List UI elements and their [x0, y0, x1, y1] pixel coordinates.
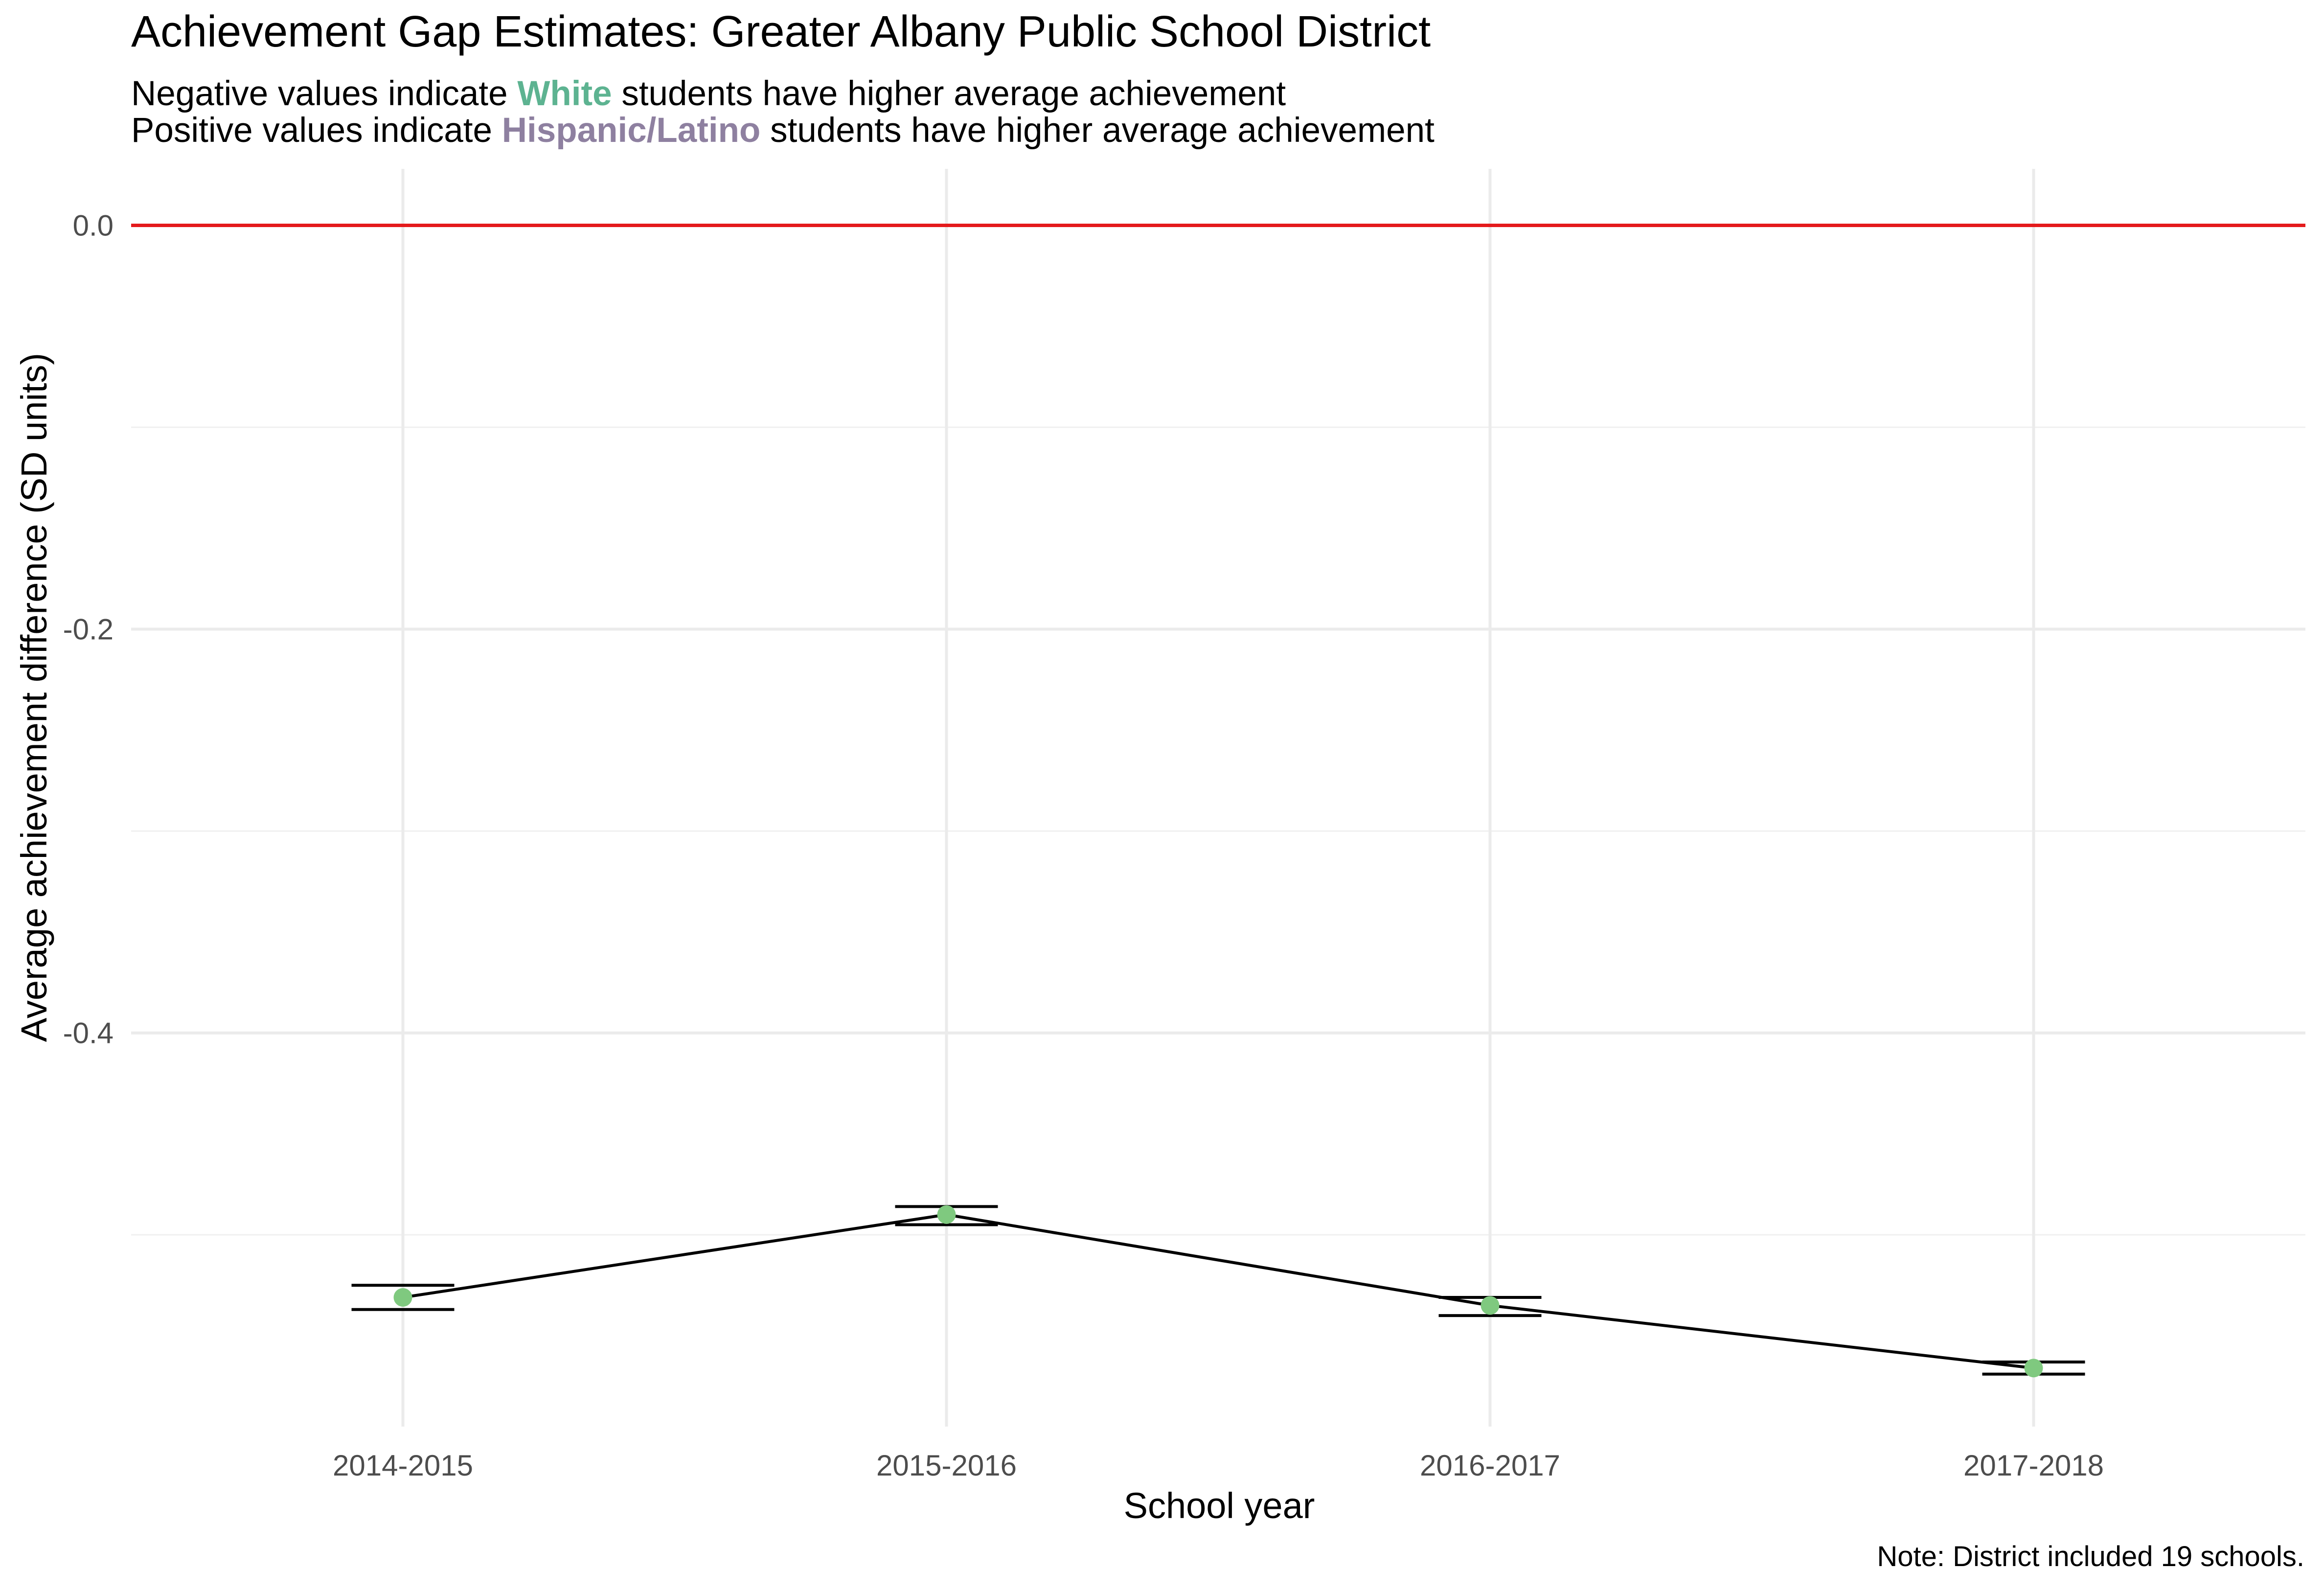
subtitle-line-2: Positive values indicate Hispanic/Latino… [131, 111, 1435, 150]
x-axis-title: School year [1124, 1485, 1315, 1526]
data-point [2024, 1359, 2043, 1378]
y-tick-label: 0.0 [73, 209, 114, 242]
subtitle-line-1: Negative values indicate White students … [131, 74, 1286, 113]
chart-title: Achievement Gap Estimates: Greater Alban… [131, 7, 1431, 56]
subtitle-highlight: White [517, 74, 612, 113]
series-line [403, 1213, 2034, 1370]
data-point [937, 1205, 956, 1224]
x-tick-label: 2017-2018 [1963, 1449, 2104, 1482]
data-point [1481, 1296, 1500, 1315]
x-tick-label: 2016-2017 [1420, 1449, 1560, 1482]
x-tick-label: 2014-2015 [333, 1449, 473, 1482]
axis-layer: 0.0 -0.2 -0.4 2014-2015 2015-2016 2016-2017 20… [63, 209, 2104, 1482]
y-tick-label: -0.4 [63, 1017, 114, 1050]
chart-caption: Note: District included 19 schools. [1877, 1541, 2304, 1572]
subtitle-text: Positive values indicate [131, 111, 502, 150]
subtitle-highlight: Hispanic/Latino [502, 111, 761, 150]
data-point [393, 1288, 412, 1307]
x-tick-label: 2015-2016 [876, 1449, 1017, 1482]
y-axis-title: Average achievement difference (SD units… [14, 353, 54, 1042]
subtitle-text: students have higher average achievement [612, 74, 1286, 113]
subtitle-text: students have higher average achievement [760, 111, 1435, 150]
subtitle-text: Negative values indicate [131, 74, 517, 113]
series-layer [351, 1205, 2085, 1378]
y-tick-label: -0.2 [63, 613, 114, 646]
